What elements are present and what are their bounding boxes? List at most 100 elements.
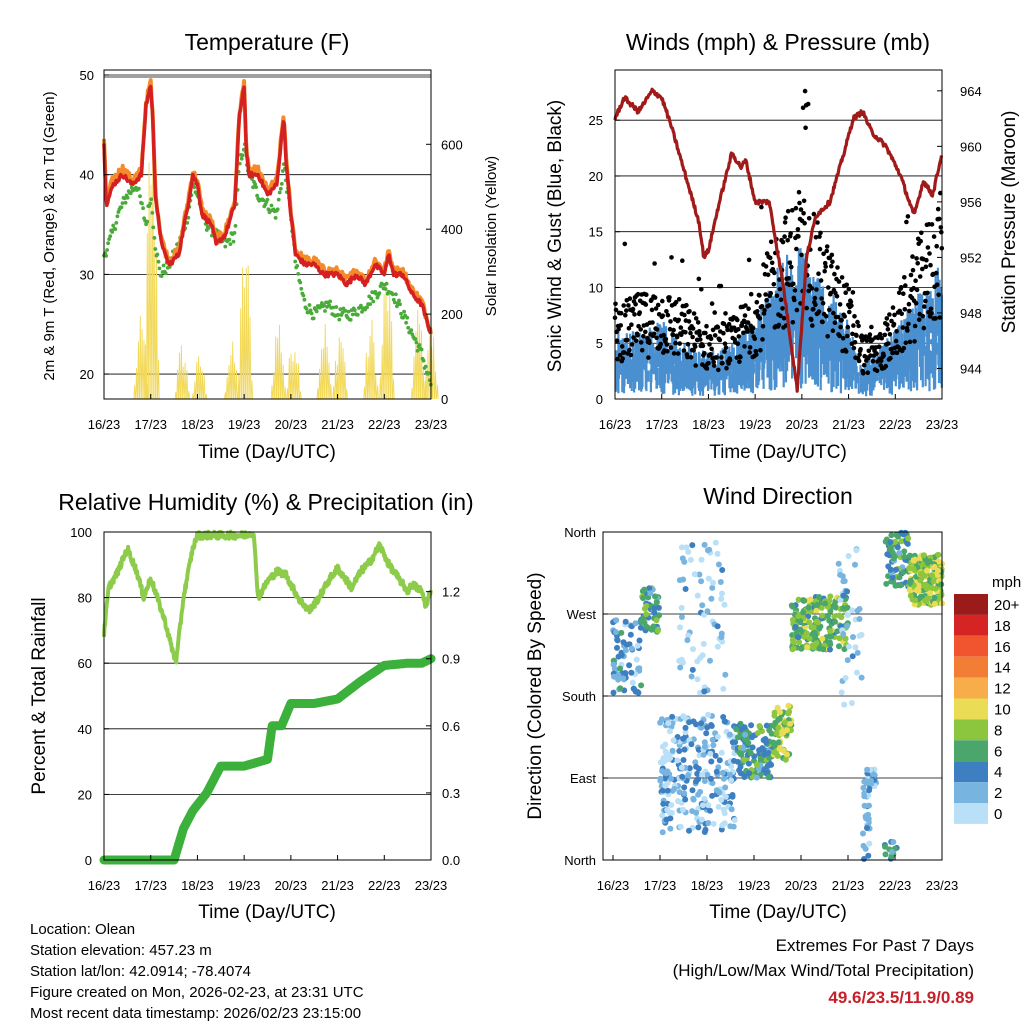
direction-point [864, 825, 870, 831]
direction-point [715, 561, 722, 568]
gust-point [785, 238, 790, 243]
gust-point [628, 352, 634, 358]
dewpoint-point [397, 298, 401, 303]
gust-point [876, 344, 882, 350]
gust-point [677, 341, 682, 346]
gust-point [714, 355, 719, 360]
direction-point [626, 641, 633, 648]
direction-point [888, 532, 895, 539]
gust-point [827, 307, 832, 313]
colorbar-label: 0 [994, 806, 1002, 823]
gust-point [754, 299, 760, 305]
gust-point [815, 220, 820, 225]
direction-points [610, 529, 945, 862]
direction-point [722, 718, 728, 725]
gust-point [619, 344, 625, 349]
gust-point [768, 290, 773, 296]
dewpoint-point [328, 299, 332, 304]
winds-xlabel: Time (Day/UTC) [709, 442, 847, 463]
direction-point [715, 803, 722, 810]
direction-point [912, 597, 918, 604]
direction-point [728, 806, 735, 813]
dewpoint-point [311, 316, 316, 321]
gust-point [822, 268, 827, 274]
direction-point [659, 812, 666, 819]
direction-point [689, 666, 696, 673]
humidity-panel: Relative Humidity (%) & Precipitation (i… [29, 489, 474, 923]
direction-point [613, 617, 620, 624]
direction-point [681, 784, 688, 791]
gust-point [893, 338, 899, 344]
gust-point [707, 342, 712, 347]
direction-point [898, 538, 905, 545]
direction-point [686, 765, 693, 772]
x-tick-label: 18/23 [692, 417, 725, 432]
gust-point [668, 319, 673, 324]
direction-point [889, 550, 896, 556]
y-tick-label: 5 [596, 336, 603, 351]
direction-point [852, 561, 858, 568]
gust-point [845, 324, 851, 330]
y-tick-label: North [564, 525, 596, 540]
direction-point [726, 731, 733, 738]
dewpoint-point [279, 182, 284, 186]
gust-point [813, 235, 819, 240]
dewpoint-point [110, 230, 115, 234]
direction-point [734, 758, 741, 765]
direction-point [805, 613, 812, 620]
gust-point [912, 323, 918, 329]
gust-point [914, 287, 920, 293]
x-tick-label: 22/23 [368, 417, 401, 432]
gust-point [649, 307, 655, 313]
dewpoint-point [337, 317, 342, 322]
gust-point [879, 335, 884, 341]
direction-point [712, 752, 719, 759]
direction-point [690, 796, 697, 803]
dewpoint-point [402, 309, 406, 314]
gust-point [817, 234, 822, 239]
gust-point [794, 307, 800, 313]
gust-point [852, 314, 857, 319]
gust-point [905, 328, 910, 333]
direction-point [701, 778, 708, 784]
gust-point [653, 306, 659, 311]
gust-point [928, 262, 933, 268]
direction-point [719, 590, 725, 597]
direction-point [938, 581, 945, 588]
x-tick-label: 20/23 [786, 417, 819, 432]
gust-point [658, 341, 663, 347]
colorbar-title: mph [992, 574, 1021, 591]
temperature-y-ticks: 20 30 40 50 [80, 68, 109, 382]
gust-point [757, 316, 763, 321]
humidity-ylabel: Percent & Total Rainfall [29, 597, 50, 794]
direction-point [856, 606, 863, 612]
gust-point [793, 205, 799, 211]
gust-point [765, 272, 771, 278]
dewpoint-point [413, 337, 418, 341]
gust-point [908, 272, 914, 278]
gust-point [620, 356, 625, 361]
gust-point [715, 325, 721, 330]
direction-point [613, 629, 619, 636]
dewpoint-point [390, 292, 395, 297]
direction-point [635, 665, 642, 672]
gust-point [851, 345, 857, 351]
gust-point [768, 239, 774, 245]
direction-point [665, 720, 672, 727]
gust-point [671, 351, 677, 356]
gust-point [754, 352, 759, 357]
direction-point [719, 567, 726, 573]
gust-point [850, 331, 855, 337]
gust-point [637, 310, 642, 315]
direction-point [938, 592, 945, 599]
direction-point [844, 612, 851, 618]
gust-point [844, 282, 849, 288]
direction-point [820, 646, 827, 653]
gust-point [752, 336, 758, 342]
direction-point [701, 541, 708, 548]
direction-point [827, 646, 833, 653]
colorbar-swatch [954, 635, 988, 657]
direction-point [617, 685, 624, 692]
direction-point [721, 810, 728, 817]
